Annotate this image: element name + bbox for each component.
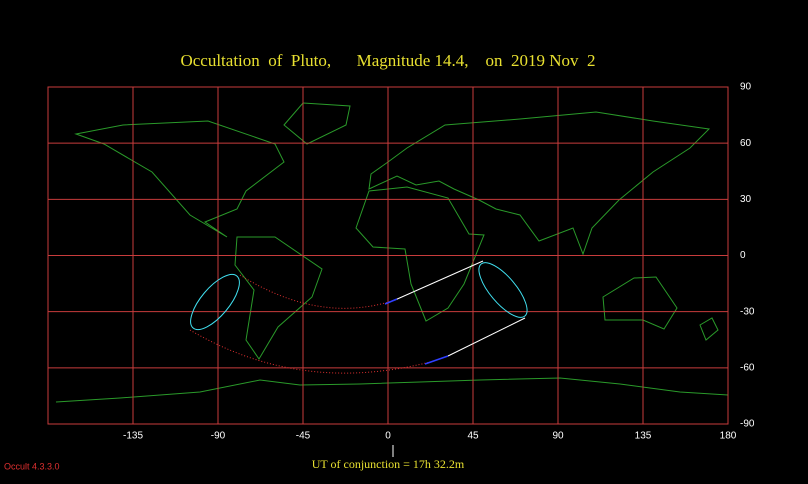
caption: UT of conjunction = 17h 32.2m [312,457,465,471]
y-tick-label: 30 [740,194,752,205]
coastlines [55,102,729,403]
x-tick-label: 0 [385,431,391,442]
y-tick-label: -30 [740,306,755,317]
y-tick-label: 60 [740,138,752,149]
x-tick-label: -90 [211,431,226,442]
x-tick-label: 45 [467,431,479,442]
grid [47,86,729,425]
x-tick-label: 180 [720,431,737,442]
x-tick-label: 90 [552,431,564,442]
x-tick-label: -135 [123,431,143,442]
y-tick-label: 0 [740,250,746,261]
y-tick-label: -60 [740,362,755,373]
x-tick-label: 135 [635,431,652,442]
map-title: Occultation of Pluto, Magnitude 14.4, on… [180,51,595,70]
y-tick-label: -90 [740,419,755,430]
version: Occult 4.3.3.0 [4,461,60,471]
x-tick-label: -45 [296,431,311,442]
occultation-path [189,260,528,374]
y-tick-label: 90 [740,82,752,93]
